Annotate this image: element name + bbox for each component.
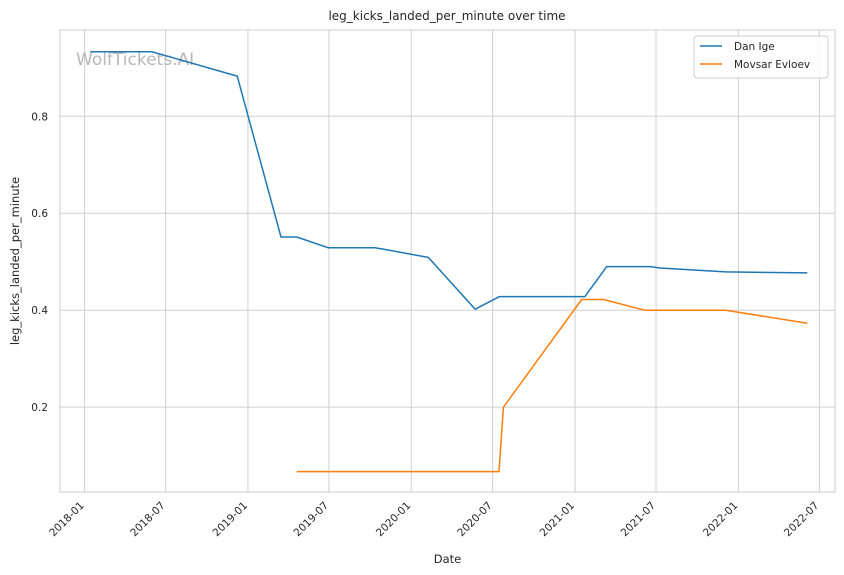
x-tick-label: 2020-07: [455, 500, 495, 540]
legend-box: [693, 35, 829, 79]
y-tick-label: 0.2: [31, 402, 48, 414]
y-tick-label: 0.4: [31, 305, 48, 317]
series-line-0: [90, 51, 808, 310]
watermark: WolfTickets.AI: [76, 50, 194, 70]
y-axis-label: leg_kicks_landed_per_minute: [8, 177, 22, 345]
chart-title: leg_kicks_landed_per_minute over time: [328, 9, 565, 23]
legend-label: Dan Ige: [734, 41, 775, 53]
x-tick-label: 2022-01: [701, 500, 741, 540]
y-tick-label: 0.8: [31, 111, 48, 123]
x-tick-label: 2020-01: [374, 500, 414, 540]
series-lines: [90, 51, 808, 473]
legend-label: Movsar Evloev: [734, 59, 810, 71]
y-tick-label: 0.6: [31, 208, 48, 220]
x-tick-label: 2022-07: [782, 500, 822, 540]
x-axis-label: Date: [434, 552, 462, 566]
x-tick-label: 2021-01: [538, 500, 578, 540]
axis-ticks: 2018-01 2018-07 2019-01 2019-07 2020-01 2020-…: [31, 111, 821, 539]
x-tick-label: 2019-01: [211, 500, 251, 540]
x-tick-label: 2018-07: [128, 500, 168, 540]
x-tick-label: 2018-01: [47, 500, 87, 540]
series-line-1: [296, 298, 808, 473]
grid: [60, 30, 835, 492]
x-tick-label: 2021-07: [619, 500, 659, 540]
plot-area: [59, 29, 836, 493]
x-tick-label: 2019-07: [292, 500, 332, 540]
legend: Dan Ige Movsar Evloev: [693, 35, 829, 79]
